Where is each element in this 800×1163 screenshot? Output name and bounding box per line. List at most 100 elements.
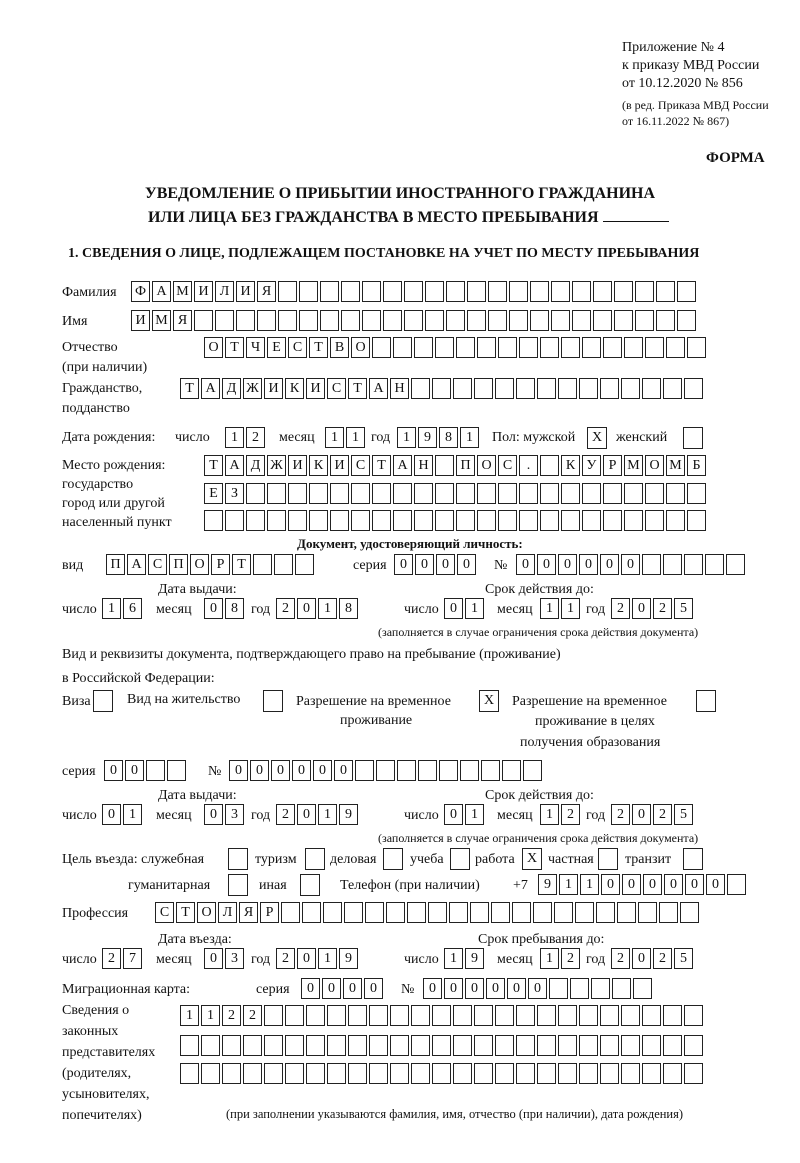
char-cell[interactable] [600,1005,619,1026]
char-cell[interactable]: 7 [123,948,142,969]
char-cell[interactable] [253,554,272,575]
char-cell[interactable]: И [306,378,325,399]
char-cell[interactable]: 0 [632,804,651,825]
char-cell[interactable] [309,483,328,504]
char-cell[interactable] [612,978,631,999]
char-cell[interactable]: Ч [246,337,265,358]
char-cell[interactable] [167,760,186,781]
char-cell[interactable]: 1 [123,804,142,825]
char-cell[interactable]: Д [222,378,241,399]
char-cell[interactable] [603,483,622,504]
char-cell[interactable] [551,310,570,331]
char-cell[interactable]: 2 [611,804,630,825]
char-cell[interactable]: А [225,455,244,476]
char-cell[interactable]: П [106,554,125,575]
char-cell[interactable] [540,455,559,476]
char-cell[interactable] [383,281,402,302]
char-cell[interactable] [390,1005,409,1026]
char-cell[interactable] [642,1005,661,1026]
char-cell[interactable] [600,1035,619,1056]
char-cell[interactable] [495,1063,514,1084]
char-cell[interactable]: К [309,455,328,476]
char-cell[interactable] [477,483,496,504]
char-cell[interactable]: 0 [423,978,442,999]
char-cell[interactable]: 2 [561,948,580,969]
char-cell[interactable] [309,510,328,531]
char-cell[interactable] [687,483,706,504]
char-cell[interactable]: О [351,337,370,358]
char-cell[interactable] [393,337,412,358]
char-cell[interactable] [666,337,685,358]
char-cell[interactable]: 0 [415,554,434,575]
char-cell[interactable] [418,760,437,781]
char-cell[interactable]: 1 [201,1005,220,1026]
char-cell[interactable] [411,1005,430,1026]
char-cell[interactable] [201,1035,220,1056]
char-cell[interactable]: П [169,554,188,575]
char-cell[interactable] [467,310,486,331]
char-cell[interactable]: 0 [622,874,641,895]
char-cell[interactable]: Т [204,455,223,476]
char-cell[interactable]: 0 [537,554,556,575]
char-cell[interactable] [327,1063,346,1084]
char-cell[interactable] [327,1005,346,1026]
char-cell[interactable]: Т [372,455,391,476]
char-cell[interactable]: 0 [457,554,476,575]
char-cell[interactable]: 2 [653,598,672,619]
char-cell[interactable]: А [369,378,388,399]
char-cell[interactable]: М [173,281,192,302]
char-cell[interactable]: 0 [558,554,577,575]
char-cell[interactable] [267,483,286,504]
char-cell[interactable]: 3 [225,804,244,825]
char-cell[interactable] [519,510,538,531]
char-cell[interactable]: 0 [292,760,311,781]
char-cell[interactable] [435,337,454,358]
char-cell[interactable]: 0 [204,804,223,825]
char-cell[interactable] [603,510,622,531]
char-cell[interactable] [642,1035,661,1056]
char-cell[interactable]: 0 [486,978,505,999]
char-cell[interactable]: 0 [632,598,651,619]
char-cell[interactable] [257,310,276,331]
char-cell[interactable]: 2 [222,1005,241,1026]
char-cell[interactable] [456,337,475,358]
char-cell[interactable]: З [225,483,244,504]
char-cell[interactable]: 0 [301,978,320,999]
char-cell[interactable]: И [131,310,150,331]
char-cell[interactable]: 6 [123,598,142,619]
char-cell[interactable] [530,281,549,302]
char-cell[interactable]: 2 [276,598,295,619]
char-cell[interactable]: 0 [125,760,144,781]
sex-male-checkbox[interactable]: X [587,427,607,449]
char-cell[interactable] [509,310,528,331]
char-cell[interactable] [351,483,370,504]
char-cell[interactable] [411,1063,430,1084]
char-cell[interactable]: 1 [397,427,416,448]
char-cell[interactable] [621,1005,640,1026]
char-cell[interactable] [180,1035,199,1056]
char-cell[interactable] [537,1063,556,1084]
char-cell[interactable] [519,337,538,358]
char-cell[interactable]: О [645,455,664,476]
char-cell[interactable]: 1 [465,598,484,619]
char-cell[interactable] [274,554,293,575]
char-cell[interactable]: Л [218,902,237,923]
char-cell[interactable] [180,1063,199,1084]
char-cell[interactable]: 2 [653,948,672,969]
char-cell[interactable]: 5 [674,598,693,619]
char-cell[interactable] [684,1063,703,1084]
char-cell[interactable]: 1 [444,948,463,969]
char-cell[interactable] [302,902,321,923]
char-cell[interactable] [432,1063,451,1084]
char-cell[interactable] [512,902,531,923]
char-cell[interactable] [456,483,475,504]
char-cell[interactable] [435,455,454,476]
char-cell[interactable] [645,337,664,358]
char-cell[interactable]: 8 [439,427,458,448]
char-cell[interactable] [495,378,514,399]
